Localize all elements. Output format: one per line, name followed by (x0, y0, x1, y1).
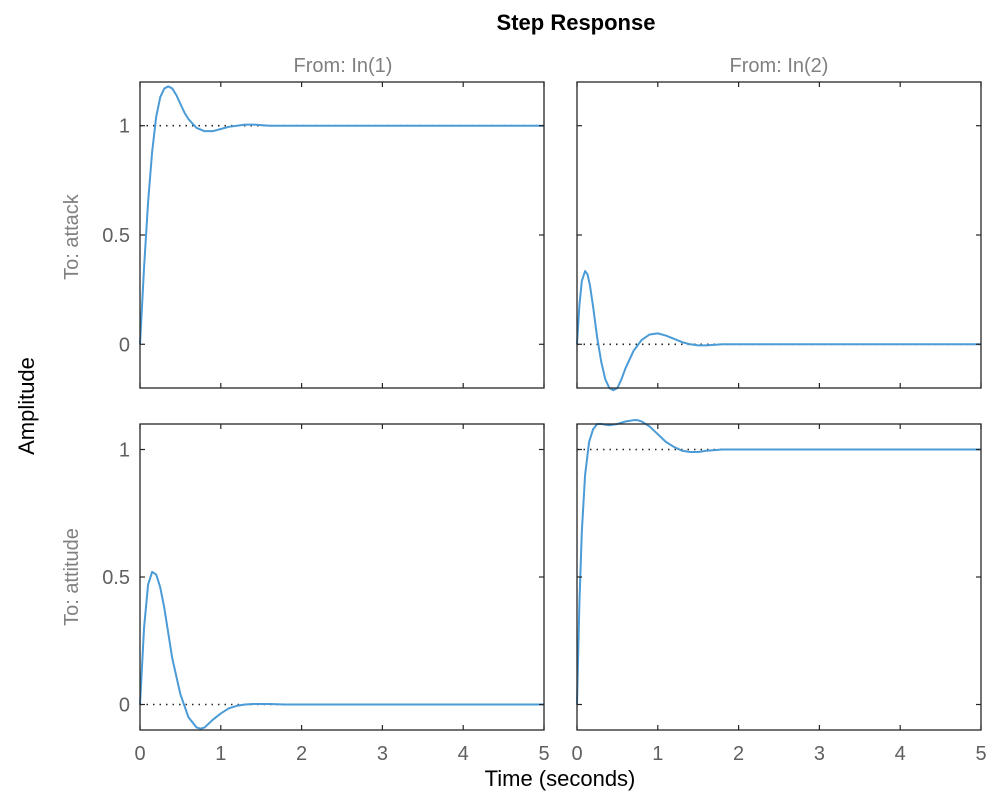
panel-r2-c1-y-tick-label: 0 (119, 695, 130, 717)
panel-r2-c2-x-tick-label: 4 (895, 743, 906, 765)
panel-r2-c2: 0 1 2 3 4 5 (571, 419, 987, 765)
panel-r2-c1-y-tick-label: 1 (119, 440, 130, 462)
panel-r2-c1-response-line (139, 570, 544, 730)
row-label-output-attack: To: attack (61, 193, 83, 280)
panel-r2-c1-x-tick-label: 1 (215, 743, 226, 765)
panel-r2-c1-axes-box (139, 423, 545, 731)
chart-title: Step Response (497, 10, 656, 35)
panel-r1-c2-axes-box (576, 81, 982, 389)
panel-r2-c1-y-tick-label: 0.5 (102, 567, 130, 589)
row-label-output-attitude: To: attitude (61, 528, 83, 626)
panel-r2-c2-x-tick-label: 2 (733, 743, 744, 765)
panel-r2-c1-x-tick-label: 4 (458, 743, 469, 765)
panel-r1-c2 (576, 81, 982, 392)
panel-r2-c2-response-line (576, 419, 981, 705)
panel-r1-c1-y-tick-label: 0 (119, 334, 130, 356)
panel-r1-c1-axes-box (139, 81, 545, 389)
panel-r2-c2-x-tick-label: 0 (571, 743, 582, 765)
panel-r2-c1-x-tick-label: 0 (134, 743, 145, 765)
x-axis-label: Time (seconds) (485, 766, 636, 791)
panel-r1-c1: 00.51 (102, 81, 545, 389)
column-title-input-2: From: In(2) (730, 55, 829, 77)
panel-r2-c1-x-tick-label: 3 (377, 743, 388, 765)
panel-r2-c2-x-tick-label: 3 (814, 743, 825, 765)
panel-r1-c1-y-tick-label: 0.5 (102, 225, 130, 247)
panel-r1-c1-response-line (139, 85, 544, 345)
column-title-input-1: From: In(1) (294, 55, 393, 77)
panel-r2-c1: 0 1 2 3 4 5 0 0.5 1 (102, 423, 550, 765)
panel-r1-c1-y-tick-label: 1 (119, 116, 130, 138)
subplot-grid: 00.510 1 2 3 4 500.510 1 2 3 4 5 (102, 81, 987, 765)
panel-r2-c2-x-tick-label: 1 (652, 743, 663, 765)
panel-r2-c1-x-tick-label: 2 (296, 743, 307, 765)
y-axis-label: Amplitude (14, 357, 39, 455)
panel-r1-c2-response-line (576, 270, 981, 392)
panel-r2-c2-x-tick-label: 5 (975, 743, 986, 765)
panel-r2-c1-x-tick-label: 5 (538, 743, 549, 765)
panel-r2-c2-axes-box (576, 423, 982, 731)
